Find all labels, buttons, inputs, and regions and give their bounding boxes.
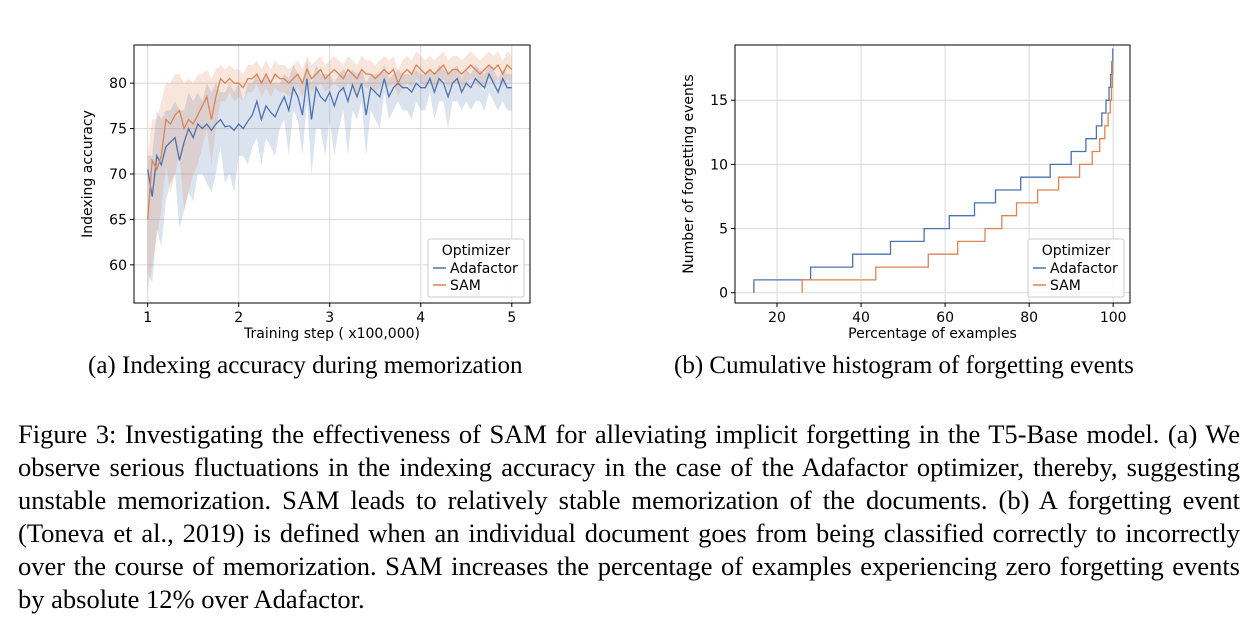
legend-label-adafactor: Adafactor — [450, 261, 518, 277]
x-tick-label: 5 — [507, 310, 516, 326]
y-axis-label: Number of forgetting events — [681, 74, 697, 273]
y-tick-label: 80 — [109, 76, 127, 92]
legend-label-adafactor: Adafactor — [1050, 261, 1118, 277]
chart-panel-a: 1 2 3 4 5 60 65 70 75 80 Training step ( x100,000)… — [0, 0, 640, 400]
y-tick-label: 10 — [710, 157, 728, 173]
subcaption-a: (a) Indexing accuracy during memorizatio… — [88, 352, 523, 379]
confidence-band-sam — [147, 51, 512, 293]
x-axis-label: Training step ( x100,000) — [243, 326, 420, 342]
subcaption-b: (b) Cumulative histogram of forgetting e… — [674, 352, 1134, 379]
plot-frame — [734, 44, 1131, 304]
chart-b: 20 40 60 80 100 0 5 10 15 Percentage of examples N… — [681, 44, 1131, 342]
x-tick-label: 20 — [768, 310, 786, 326]
x-tick-label: 40 — [852, 310, 870, 326]
series-line-sam — [801, 61, 1114, 293]
confidence-band-adafactor — [147, 60, 512, 284]
x-axis-label: Percentage of examples — [848, 326, 1017, 342]
y-tick-label: 0 — [719, 286, 728, 302]
y-axis-label: Indexing accuracy — [80, 110, 96, 238]
y-tick-label: 75 — [109, 122, 127, 138]
legend-box — [1027, 238, 1125, 298]
chart-panel-b: 20 40 60 80 100 0 5 10 15 Percentage of examples N… — [640, 0, 1257, 400]
series-line-adafactor — [147, 72, 512, 197]
series-line-sam — [147, 63, 513, 220]
y-tick-label: 5 — [719, 222, 728, 238]
y-tick-label: 60 — [109, 258, 127, 274]
x-tick-label: 100 — [1100, 310, 1127, 326]
series-line-adafactor — [753, 48, 1114, 293]
x-tick-label: 1 — [143, 310, 152, 326]
y-tick-label: 15 — [710, 93, 728, 109]
x-tick-label: 60 — [936, 310, 954, 326]
x-tick-label: 80 — [1020, 310, 1038, 326]
y-tick-label: 70 — [109, 167, 127, 183]
legend-title: Optimizer — [442, 243, 511, 259]
legend-box — [427, 238, 525, 298]
figure-caption: Figure 3: Investigating the effectivenes… — [18, 419, 1240, 614]
chart-a: 1 2 3 4 5 60 65 70 75 80 Training step ( x100,000)… — [80, 44, 531, 342]
legend-label-sam: SAM — [450, 278, 481, 294]
legend-label-sam: SAM — [1050, 278, 1081, 294]
x-tick-label: 2 — [234, 310, 243, 326]
x-tick-label: 3 — [325, 310, 334, 326]
y-tick-label: 65 — [109, 212, 127, 228]
x-tick-label: 4 — [416, 310, 425, 326]
legend-title: Optimizer — [1042, 243, 1111, 259]
